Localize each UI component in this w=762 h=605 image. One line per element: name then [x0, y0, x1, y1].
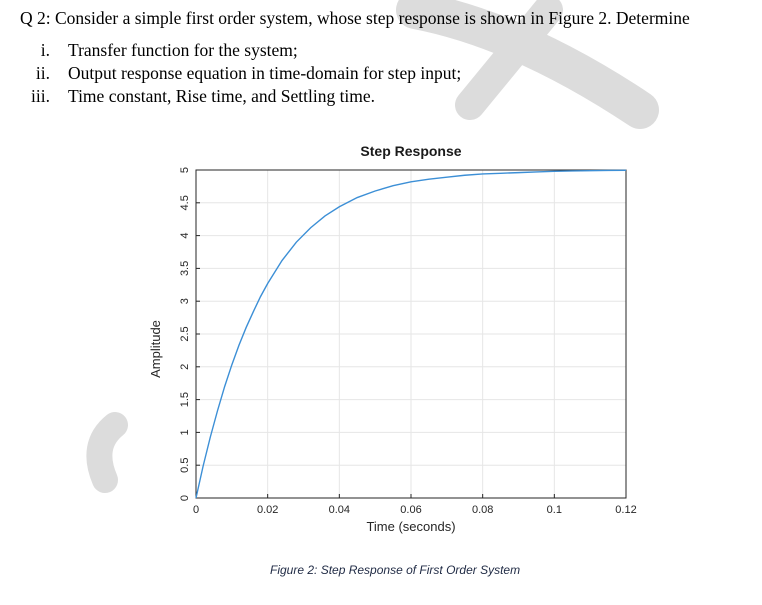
x-tick-label: 0.04: [329, 504, 350, 516]
y-tick-label: 0.5: [179, 458, 191, 473]
chart-title: Step Response: [360, 143, 461, 159]
x-axis-label: Time (seconds): [366, 519, 455, 534]
item-number: ii.: [35, 63, 50, 83]
grid: [195, 169, 627, 499]
question-title: Q 2: Consider a simple first order syste…: [20, 8, 690, 28]
y-tick-label: 1: [179, 429, 191, 435]
y-tick-label: 0: [179, 495, 191, 501]
x-tick-label: 0.1: [547, 504, 562, 516]
x-tick-label: 0: [193, 504, 199, 516]
item-text: Output response equation in time-domain …: [68, 63, 462, 83]
y-tick-label: 2: [179, 364, 191, 370]
x-tick-label: 0.08: [472, 504, 493, 516]
item-number: iii.: [31, 86, 50, 106]
y-tick-label: 5: [179, 167, 191, 173]
x-tick-label: 0.06: [400, 504, 421, 516]
x-tick-label: 0.12: [615, 504, 636, 516]
item-text: Transfer function for the system;: [68, 40, 298, 60]
figure-caption: Figure 2: Step Response of First Order S…: [270, 563, 521, 577]
y-tick-label: 4.5: [179, 195, 191, 210]
item-number: i.: [40, 40, 50, 60]
x-tick-label: 0.02: [257, 504, 278, 516]
y-tick-label: 4: [179, 233, 191, 239]
y-tick-label: 3.5: [179, 261, 191, 276]
axis-ticks: 0 0.02 0.04 0.06 0.08 0.1 0.12 0 0.5 1 1.5 2 2.5 3 3.5…: [179, 167, 637, 516]
y-tick-label: 2.5: [179, 326, 191, 341]
step-response-curve: [195, 169, 627, 499]
item-text: Time constant, Rise time, and Settling t…: [68, 86, 376, 106]
y-tick-label: 1.5: [179, 392, 191, 407]
y-axis-label: Amplitude: [148, 320, 163, 378]
y-tick-label: 3: [179, 298, 191, 304]
step-response-chart: 0 0.02 0.04 0.06 0.08 0.1 0.12 0 0.5 1 1.5 2 2.5 3 3.5…: [148, 143, 637, 534]
